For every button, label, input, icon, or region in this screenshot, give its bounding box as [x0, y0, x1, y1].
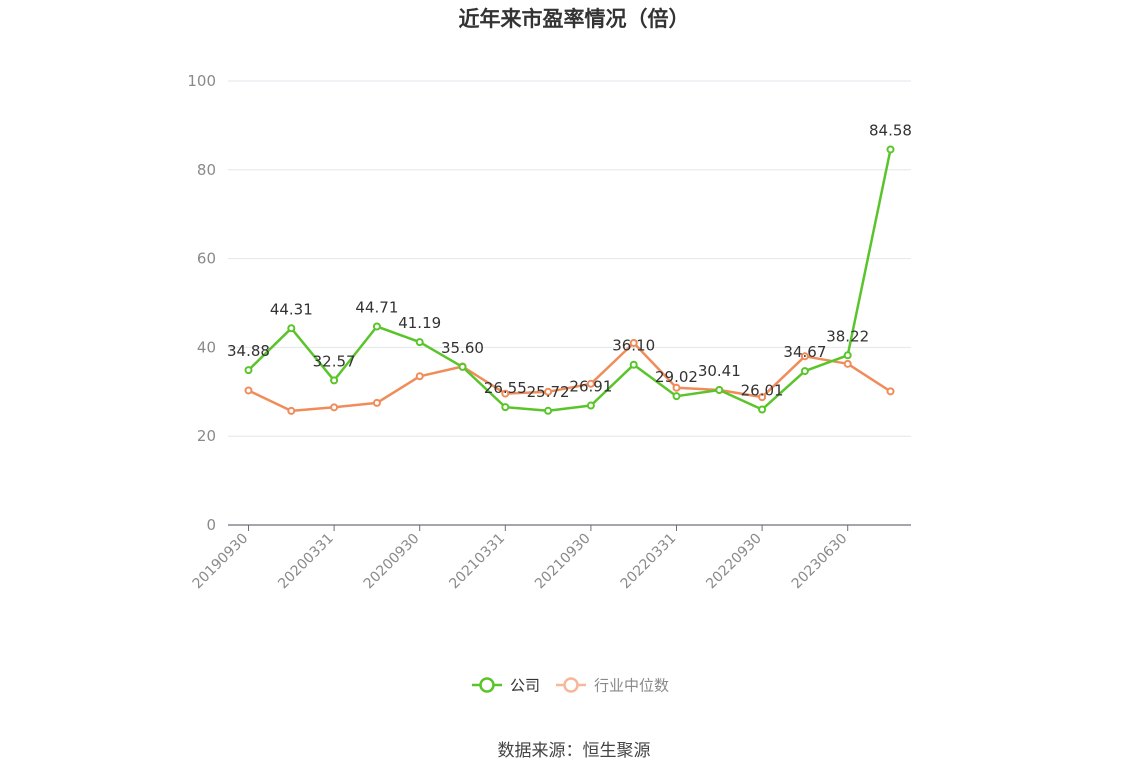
data-point: [330, 376, 339, 385]
data-point: [544, 406, 553, 415]
data-point: [501, 389, 510, 398]
data-point: [244, 366, 253, 375]
y-tick-label: 100: [187, 72, 216, 90]
y-tick-label: 40: [197, 338, 216, 356]
x-tick-label: 20220331: [618, 531, 680, 593]
data-label: 26.01: [741, 382, 784, 400]
x-tick-label: 20210930: [532, 531, 594, 593]
data-point: [758, 393, 767, 402]
data-label: 44.71: [355, 298, 398, 316]
data-point: [372, 398, 381, 407]
data-point: [800, 367, 809, 376]
legend-marker-icon: [563, 677, 579, 693]
data-label: 25.72: [527, 383, 570, 401]
data-point: [886, 387, 895, 396]
data-label: 34.88: [227, 342, 270, 360]
data-point: [415, 338, 424, 347]
legend-marker-icon: [479, 677, 495, 693]
data-point: [843, 351, 852, 360]
legend: 公司 行业中位数: [472, 677, 669, 695]
data-label: 30.41: [698, 362, 741, 380]
data-label: 26.55: [484, 379, 527, 397]
series-lines: [244, 145, 895, 415]
legend-label: 公司: [510, 677, 540, 695]
data-label: 32.57: [313, 352, 356, 370]
x-tick-label: 20190930: [190, 531, 252, 593]
y-tick-label: 80: [197, 161, 216, 179]
x-tick-label: 20200930: [361, 531, 423, 593]
legend-item-0[interactable]: 公司: [472, 677, 540, 695]
data-point: [372, 322, 381, 331]
x-tick-label: 20230630: [789, 531, 851, 593]
data-point: [586, 379, 595, 388]
data-point: [758, 405, 767, 414]
x-tick-label: 20220930: [703, 531, 765, 593]
data-point: [843, 359, 852, 368]
data-point: [886, 145, 895, 154]
data-point: [244, 386, 253, 395]
data-point: [629, 338, 638, 347]
data-label: 35.60: [441, 339, 484, 357]
data-point: [287, 324, 296, 333]
y-tick-label: 60: [197, 250, 216, 268]
data-point: [458, 362, 467, 371]
data-label: 34.67: [783, 343, 826, 361]
data-point: [287, 406, 296, 415]
data-point: [715, 385, 724, 394]
data-point: [629, 360, 638, 369]
data-label: 44.31: [270, 300, 313, 318]
data-label: 36.10: [612, 337, 655, 355]
data-point: [501, 403, 510, 412]
data-point: [330, 403, 339, 412]
data-point: [586, 401, 595, 410]
data-point: [415, 372, 424, 381]
grid-lines: [228, 80, 911, 437]
series-line-1: [247, 341, 892, 413]
data-point: [800, 352, 809, 361]
source-note: 数据来源：恒生聚源: [497, 741, 651, 761]
data-label: 84.58: [869, 121, 912, 139]
legend-item-1[interactable]: 行业中位数: [556, 677, 669, 695]
chart-title: 近年来市盈率情况（倍）: [458, 7, 690, 31]
data-label: 38.22: [826, 327, 869, 345]
data-label: 29.02: [655, 368, 698, 386]
data-point: [544, 387, 553, 396]
data-label: 26.91: [569, 378, 612, 396]
data-point: [672, 392, 681, 401]
x-tick-label: 20210331: [446, 531, 508, 593]
x-tick-label: 20200331: [275, 531, 337, 593]
data-label: 41.19: [398, 314, 441, 332]
legend-label: 行业中位数: [594, 677, 669, 695]
y-tick-label: 20: [197, 427, 216, 445]
data-point: [672, 383, 681, 392]
y-tick-label: 0: [206, 516, 216, 534]
series-line-0: [247, 149, 892, 413]
